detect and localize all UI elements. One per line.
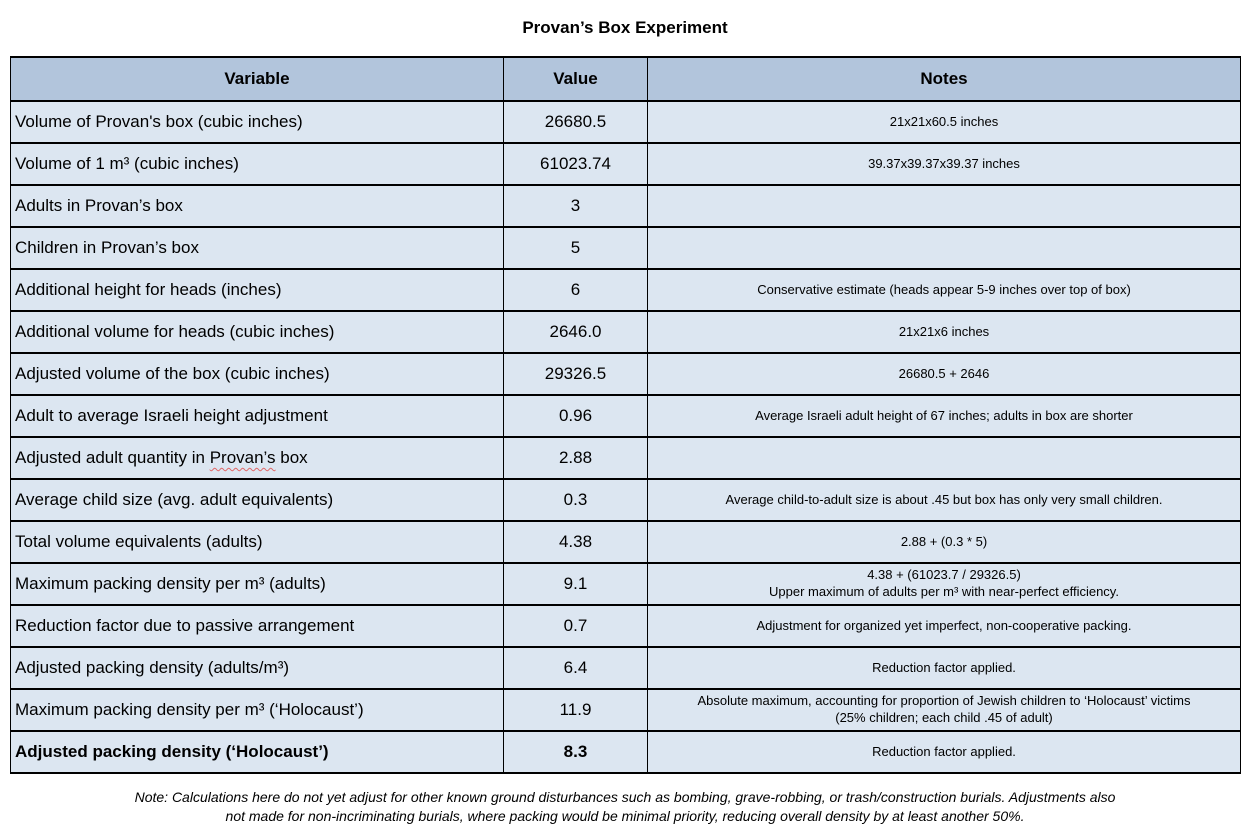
cell-note — [647, 184, 1241, 228]
cell-value: 29326.5 — [503, 352, 648, 396]
cell-value: 0.3 — [503, 478, 648, 522]
table-row: Adjusted packing density (adults/m³) 6.4 R… — [10, 646, 1241, 690]
table-row: Adjusted adult quantity in Provan’s box 2… — [10, 436, 1241, 480]
cell-value: 5 — [503, 226, 648, 270]
cell-variable: Maximum packing density per m³ (‘Holocau… — [10, 688, 504, 732]
table-row: Adults in Provan’s box 3 — [10, 184, 1241, 228]
cell-note: 39.37x39.37x39.37 inches — [647, 142, 1241, 186]
footer-note-line-2: not made for non-incriminating burials, … — [225, 807, 1025, 824]
cell-value: 11.9 — [503, 688, 648, 732]
cell-value: 3 — [503, 184, 648, 228]
cell-value: 9.1 — [503, 562, 648, 606]
cell-note: Average Israeli adult height of 67 inche… — [647, 394, 1241, 438]
cell-variable: Adjusted adult quantity in Provan’s box — [10, 436, 504, 480]
cell-variable: Additional volume for heads (cubic inche… — [10, 310, 504, 354]
cell-value: 0.96 — [503, 394, 648, 438]
table-body: Volume of Provan's box (cubic inches) 266… — [10, 100, 1241, 774]
cell-value: 0.7 — [503, 604, 648, 648]
cell-value: 8.3 — [503, 730, 648, 774]
cell-note — [647, 226, 1241, 270]
cell-note: 21x21x6 inches — [647, 310, 1241, 354]
footer-note-line-1: Note: Calculations here do not yet adjus… — [134, 789, 1116, 805]
cell-variable: Volume of Provan's box (cubic inches) — [10, 100, 504, 144]
table-row: Children in Provan’s box 5 — [10, 226, 1241, 270]
cell-variable: Adults in Provan’s box — [10, 184, 504, 228]
header-value: Value — [503, 56, 648, 102]
cell-variable: Average child size (avg. adult equivalen… — [10, 478, 504, 522]
cell-variable: Reduction factor due to passive arrangem… — [10, 604, 504, 648]
cell-value: 61023.74 — [503, 142, 648, 186]
cell-note: Average child-to-adult size is about .45… — [647, 478, 1241, 522]
table-row: Adult to average Israeli height adjustme… — [10, 394, 1241, 438]
cell-variable: Children in Provan’s box — [10, 226, 504, 270]
cell-variable: Volume of 1 m³ (cubic inches) — [10, 142, 504, 186]
cell-note: Reduction factor applied. — [647, 646, 1241, 690]
cell-note — [647, 436, 1241, 480]
cell-note: Reduction factor applied. — [647, 730, 1241, 774]
table-row: Adjusted packing density (‘Holocaust’) 8.… — [10, 730, 1241, 774]
cell-value: 26680.5 — [503, 100, 648, 144]
table-row: Average child size (avg. adult equivalen… — [10, 478, 1241, 522]
table-row: Additional volume for heads (cubic inche… — [10, 310, 1241, 354]
table-row: Maximum packing density per m³ (adults) 9… — [10, 562, 1241, 606]
table-row: Volume of Provan's box (cubic inches) 266… — [10, 100, 1241, 144]
cell-note: 21x21x60.5 inches — [647, 100, 1241, 144]
cell-variable: Total volume equivalents (adults) — [10, 520, 504, 564]
cell-variable: Additional height for heads (inches) — [10, 268, 504, 312]
cell-note: Absolute maximum, accounting for proport… — [647, 688, 1241, 732]
table-row: Total volume equivalents (adults) 4.38 2.8… — [10, 520, 1241, 564]
table-row: Additional height for heads (inches) 6 Con… — [10, 268, 1241, 312]
cell-note: Adjustment for organized yet imperfect, … — [647, 604, 1241, 648]
cell-note: Conservative estimate (heads appear 5-9 … — [647, 268, 1241, 312]
header-row: Variable Value Notes — [10, 56, 1241, 102]
table-row: Maximum packing density per m³ (‘Holocau… — [10, 688, 1241, 732]
cell-value: 2646.0 — [503, 310, 648, 354]
misspelled-word: Provan’s — [209, 448, 276, 467]
cell-value: 2.88 — [503, 436, 648, 480]
cell-note: 4.38 + (61023.7 / 29326.5) Upper maximum … — [647, 562, 1241, 606]
cell-variable: Adjusted packing density (‘Holocaust’) — [10, 730, 504, 774]
cell-variable: Adjusted packing density (adults/m³) — [10, 646, 504, 690]
cell-variable: Adjusted volume of the box (cubic inches… — [10, 352, 504, 396]
cell-note: 26680.5 + 2646 — [647, 352, 1241, 396]
cell-note: 2.88 + (0.3 * 5) — [647, 520, 1241, 564]
footer-note: Note: Calculations here do not yet adjus… — [0, 788, 1250, 826]
cell-variable: Adult to average Israeli height adjustme… — [10, 394, 504, 438]
table-row: Volume of 1 m³ (cubic inches) 61023.74 39.… — [10, 142, 1241, 186]
table-row: Adjusted volume of the box (cubic inches… — [10, 352, 1241, 396]
cell-value: 6.4 — [503, 646, 648, 690]
table-row: Reduction factor due to passive arrangem… — [10, 604, 1241, 648]
cell-value: 6 — [503, 268, 648, 312]
header-variable: Variable — [10, 56, 504, 102]
cell-value: 4.38 — [503, 520, 648, 564]
experiment-table: Variable Value Notes Volume of Provan's … — [10, 56, 1241, 774]
header-notes: Notes — [647, 56, 1241, 102]
page-title: Provan’s Box Experiment — [522, 18, 728, 37]
cell-variable: Maximum packing density per m³ (adults) — [10, 562, 504, 606]
